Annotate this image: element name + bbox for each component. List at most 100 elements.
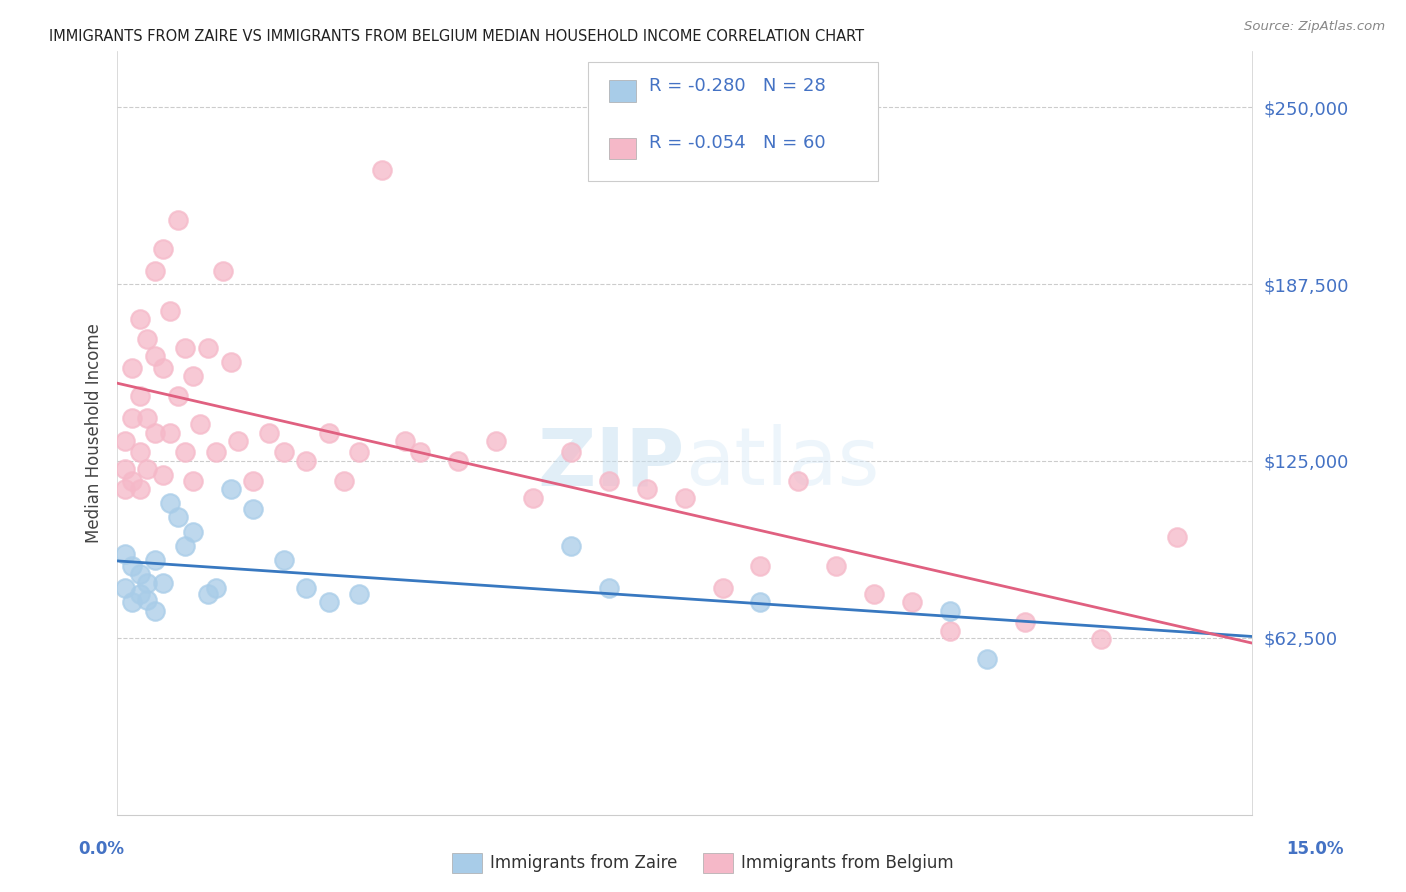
Point: [159, 425, 181, 440]
Point: [318, 595, 340, 609]
Point: [136, 575, 159, 590]
Point: [219, 355, 242, 369]
Point: [128, 482, 150, 496]
Point: [273, 553, 295, 567]
Point: [174, 341, 197, 355]
Point: [136, 592, 159, 607]
Point: [128, 445, 150, 459]
Point: [114, 434, 136, 449]
Point: [349, 445, 371, 459]
Point: [136, 332, 159, 346]
Point: [152, 360, 174, 375]
Point: [560, 539, 582, 553]
Point: [409, 445, 432, 459]
Point: [1014, 615, 1036, 630]
Point: [121, 558, 143, 573]
Point: [159, 304, 181, 318]
Point: [114, 547, 136, 561]
Point: [749, 595, 772, 609]
Point: [295, 581, 318, 595]
Point: [825, 558, 848, 573]
Point: [226, 434, 249, 449]
Point: [136, 462, 159, 476]
Point: [143, 264, 166, 278]
Text: atlas: atlas: [685, 425, 879, 502]
Point: [257, 425, 280, 440]
Point: [560, 445, 582, 459]
Point: [143, 604, 166, 618]
Point: [522, 491, 544, 505]
Point: [121, 360, 143, 375]
Point: [152, 575, 174, 590]
Point: [181, 474, 204, 488]
Point: [114, 462, 136, 476]
Point: [128, 567, 150, 582]
Point: [938, 604, 960, 618]
Point: [212, 264, 235, 278]
Point: [636, 482, 658, 496]
Point: [1090, 632, 1112, 647]
Point: [197, 587, 219, 601]
Point: [174, 445, 197, 459]
Text: 15.0%: 15.0%: [1286, 840, 1343, 858]
Legend: Immigrants from Zaire, Immigrants from Belgium: Immigrants from Zaire, Immigrants from B…: [446, 847, 960, 880]
Point: [143, 349, 166, 363]
Point: [197, 341, 219, 355]
Point: [143, 425, 166, 440]
Point: [242, 474, 264, 488]
Text: 0.0%: 0.0%: [79, 840, 124, 858]
Point: [121, 411, 143, 425]
Point: [166, 389, 188, 403]
Point: [204, 581, 226, 595]
FancyBboxPatch shape: [588, 62, 877, 180]
Point: [976, 652, 998, 666]
Point: [242, 502, 264, 516]
Point: [447, 454, 470, 468]
FancyBboxPatch shape: [609, 137, 636, 159]
Point: [938, 624, 960, 638]
Text: IMMIGRANTS FROM ZAIRE VS IMMIGRANTS FROM BELGIUM MEDIAN HOUSEHOLD INCOME CORRELA: IMMIGRANTS FROM ZAIRE VS IMMIGRANTS FROM…: [49, 29, 865, 44]
Point: [121, 595, 143, 609]
Point: [863, 587, 886, 601]
Point: [333, 474, 356, 488]
Point: [166, 213, 188, 227]
Point: [318, 425, 340, 440]
Point: [128, 587, 150, 601]
Text: R = -0.054   N = 60: R = -0.054 N = 60: [650, 134, 825, 153]
Point: [295, 454, 318, 468]
Point: [174, 539, 197, 553]
Y-axis label: Median Household Income: Median Household Income: [86, 323, 103, 542]
Text: Source: ZipAtlas.com: Source: ZipAtlas.com: [1244, 20, 1385, 33]
Point: [711, 581, 734, 595]
Point: [484, 434, 506, 449]
Point: [749, 558, 772, 573]
Point: [152, 242, 174, 256]
Point: [181, 524, 204, 539]
Point: [673, 491, 696, 505]
Text: R = -0.280   N = 28: R = -0.280 N = 28: [650, 77, 827, 95]
Point: [190, 417, 212, 431]
Point: [143, 553, 166, 567]
Point: [1166, 530, 1188, 544]
Point: [128, 312, 150, 326]
Point: [787, 474, 810, 488]
Point: [121, 474, 143, 488]
Point: [219, 482, 242, 496]
Point: [349, 587, 371, 601]
Point: [114, 482, 136, 496]
FancyBboxPatch shape: [609, 80, 636, 102]
Point: [159, 496, 181, 510]
Point: [128, 389, 150, 403]
Point: [152, 468, 174, 483]
Point: [136, 411, 159, 425]
Point: [166, 510, 188, 524]
Point: [204, 445, 226, 459]
Point: [273, 445, 295, 459]
Point: [394, 434, 416, 449]
Point: [181, 369, 204, 384]
Text: ZIP: ZIP: [537, 425, 685, 502]
Point: [598, 581, 620, 595]
Point: [900, 595, 922, 609]
Point: [598, 474, 620, 488]
Point: [114, 581, 136, 595]
